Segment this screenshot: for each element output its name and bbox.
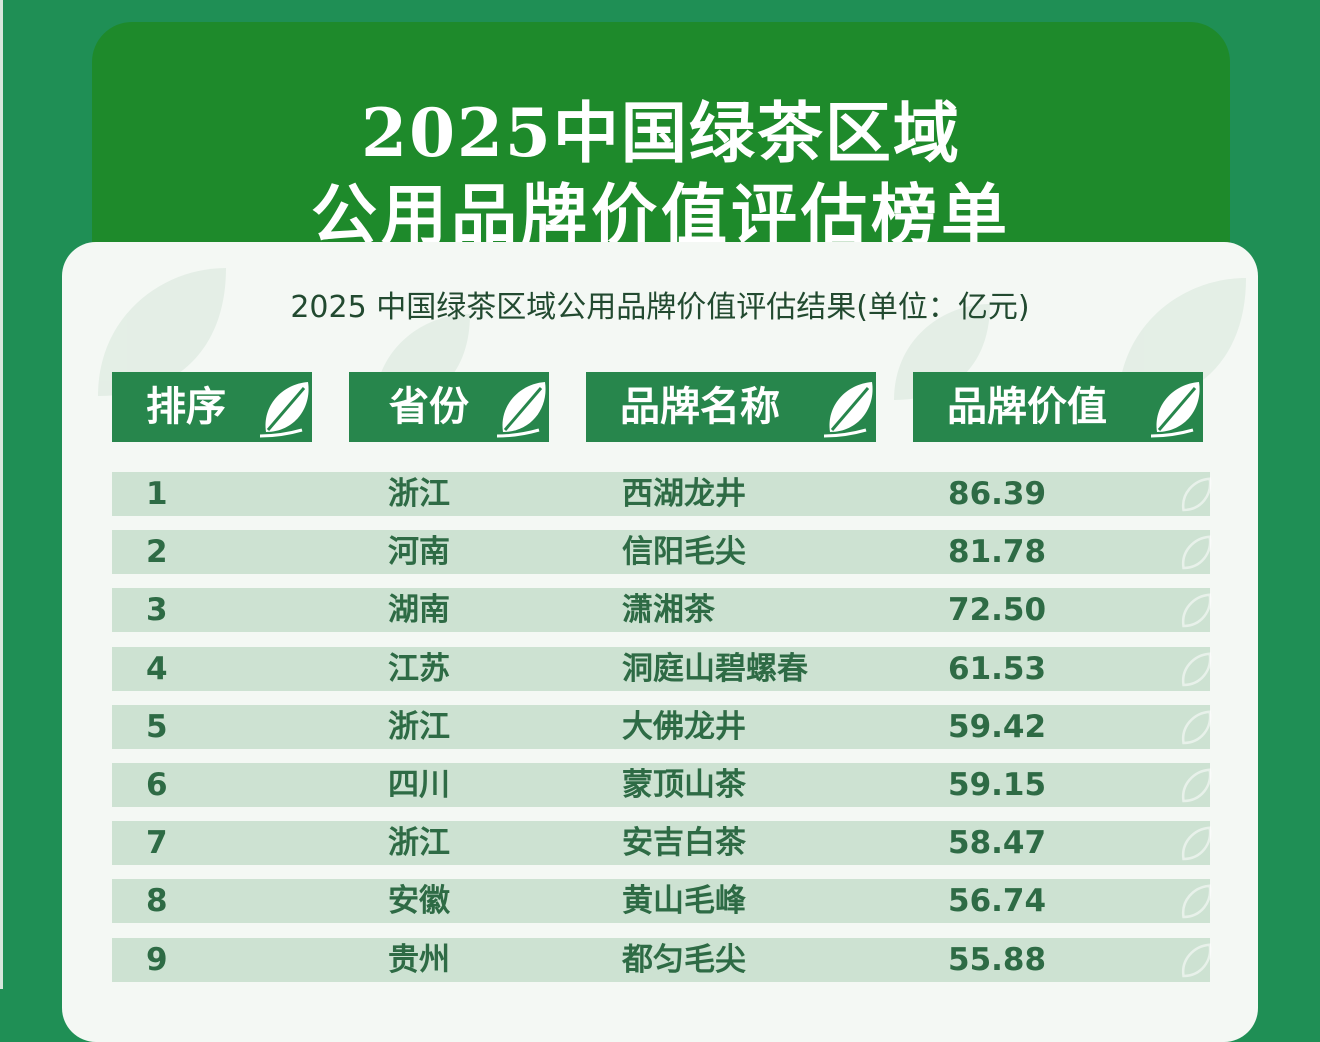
rank-cell: 5 bbox=[146, 709, 168, 745]
table-row: 1 浙江 西湖龙井 86.39 bbox=[112, 472, 1212, 516]
tea-leaf-icon bbox=[1181, 826, 1212, 861]
table-row: 8 安徽 黄山毛峰 56.74 bbox=[112, 879, 1212, 923]
column-header-label: 品牌名称 bbox=[620, 384, 780, 430]
ranking-card: 2025 中国绿茶区域公用品牌价值评估结果(单位：亿元) 排序 省份 品牌名称 … bbox=[62, 242, 1258, 1042]
brand-cell: 大佛龙井 bbox=[622, 709, 746, 745]
table-subtitle: 2025 中国绿茶区域公用品牌价值评估结果(单位：亿元) bbox=[290, 290, 1030, 325]
table-row: 3 湖南 潇湘茶 72.50 bbox=[112, 588, 1212, 632]
tea-leaf-icon bbox=[1181, 768, 1212, 803]
tea-leaf-icon bbox=[1181, 710, 1212, 745]
value-cell: 72.50 bbox=[948, 592, 1047, 628]
column-header-province: 省份 bbox=[349, 372, 549, 442]
tea-leaf-icon bbox=[1181, 652, 1212, 687]
province-cell: 浙江 bbox=[388, 825, 450, 861]
table-row: 4 江苏 洞庭山碧螺春 61.53 bbox=[112, 647, 1212, 691]
province-cell: 湖南 bbox=[388, 592, 450, 628]
tea-leaf-icon bbox=[1181, 535, 1212, 570]
province-cell: 安徽 bbox=[388, 883, 450, 919]
value-cell: 55.88 bbox=[948, 942, 1047, 978]
brand-cell: 黄山毛峰 bbox=[622, 883, 746, 919]
brand-cell: 信阳毛尖 bbox=[622, 534, 746, 570]
table-row: 6 四川 蒙顶山茶 59.15 bbox=[112, 763, 1212, 807]
rank-cell: 8 bbox=[146, 883, 168, 919]
rank-cell: 2 bbox=[146, 534, 168, 570]
value-cell: 56.74 bbox=[948, 883, 1047, 919]
column-header-brand: 品牌名称 bbox=[586, 372, 876, 442]
table-row: 7 浙江 安吉白茶 58.47 bbox=[112, 821, 1212, 865]
value-cell: 61.53 bbox=[948, 651, 1047, 687]
brand-cell: 潇湘茶 bbox=[622, 592, 715, 628]
page-edge bbox=[0, 0, 3, 989]
column-header-rank: 排序 bbox=[112, 372, 312, 442]
province-cell: 贵州 bbox=[388, 942, 450, 978]
tea-leaf-icon bbox=[496, 382, 546, 438]
province-cell: 江苏 bbox=[388, 651, 450, 687]
tea-leaf-icon bbox=[1150, 382, 1200, 438]
value-cell: 81.78 bbox=[948, 534, 1047, 570]
page-title-line2: 公用品牌价值评估榜单 bbox=[311, 176, 1011, 254]
column-header-value: 品牌价值 bbox=[913, 372, 1203, 442]
column-header-label: 品牌价值 bbox=[947, 384, 1107, 430]
column-header-label: 省份 bbox=[389, 384, 469, 430]
tea-leaf-icon bbox=[1181, 884, 1212, 919]
value-cell: 58.47 bbox=[948, 825, 1047, 861]
province-cell: 四川 bbox=[388, 767, 450, 803]
rank-cell: 9 bbox=[146, 942, 168, 978]
tea-leaf-icon bbox=[259, 382, 309, 438]
tea-leaf-icon bbox=[1181, 593, 1212, 628]
rank-cell: 4 bbox=[146, 651, 168, 687]
brand-cell: 安吉白茶 bbox=[622, 825, 746, 861]
tea-leaf-icon bbox=[1181, 477, 1212, 512]
value-cell: 59.42 bbox=[948, 709, 1047, 745]
rank-cell: 7 bbox=[146, 825, 168, 861]
tea-leaf-icon bbox=[1181, 943, 1212, 978]
province-cell: 浙江 bbox=[388, 476, 450, 512]
province-cell: 河南 bbox=[388, 534, 450, 570]
brand-cell: 洞庭山碧螺春 bbox=[622, 651, 808, 687]
leaf-pattern-icon bbox=[98, 268, 226, 396]
value-cell: 86.39 bbox=[948, 476, 1047, 512]
rank-cell: 1 bbox=[146, 476, 168, 512]
page-title-line1: 2025中国绿茶区域 bbox=[361, 94, 961, 172]
value-cell: 59.15 bbox=[948, 767, 1047, 803]
table-row: 5 浙江 大佛龙井 59.42 bbox=[112, 705, 1212, 749]
province-cell: 浙江 bbox=[388, 709, 450, 745]
brand-cell: 蒙顶山茶 bbox=[622, 767, 746, 803]
tea-leaf-icon bbox=[823, 382, 873, 438]
table-row: 2 河南 信阳毛尖 81.78 bbox=[112, 530, 1212, 574]
table-row: 9 贵州 都匀毛尖 55.88 bbox=[112, 938, 1212, 982]
brand-cell: 西湖龙井 bbox=[622, 476, 746, 512]
rank-cell: 3 bbox=[146, 592, 168, 628]
rank-cell: 6 bbox=[146, 767, 168, 803]
column-header-label: 排序 bbox=[146, 384, 226, 430]
brand-cell: 都匀毛尖 bbox=[622, 942, 746, 978]
